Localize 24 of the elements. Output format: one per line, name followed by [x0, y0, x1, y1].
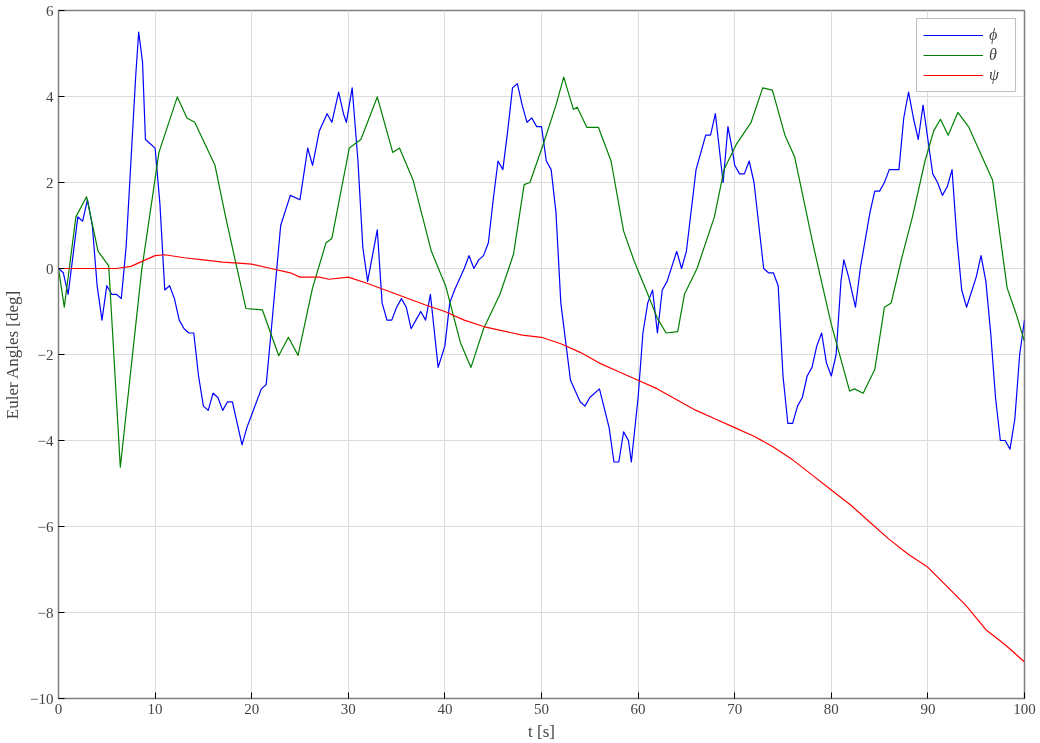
y-axis-title: Euler Angles [deg]: [3, 290, 23, 420]
y-tick-label: −2: [37, 346, 54, 363]
x-tick-label: 90: [920, 700, 936, 717]
x-tick-label: 40: [437, 700, 453, 717]
x-tick-label: 80: [823, 700, 839, 717]
x-tick-label: 30: [340, 700, 356, 717]
x-tick-label: 50: [534, 700, 549, 717]
y-tick-label: 0: [46, 260, 54, 277]
y-tick-label: −8: [37, 604, 54, 621]
y-tick-label: −10: [30, 690, 54, 707]
legend-label: ψ: [989, 66, 1000, 84]
x-tick-label: 60: [630, 700, 646, 717]
x-tick-label: 70: [727, 700, 743, 717]
x-tick-label: 100: [1013, 700, 1036, 717]
x-tick-label: 10: [147, 700, 163, 717]
x-axis-title: t [s]: [528, 721, 555, 741]
y-tick-label: 6: [46, 2, 54, 19]
legend-label: ϕ: [989, 26, 999, 44]
y-tick-label: −4: [37, 432, 54, 449]
x-tick-label: 20: [244, 700, 260, 717]
legend-label: θ: [989, 46, 998, 64]
y-tick-label: −6: [37, 518, 54, 535]
y-tick-label: 2: [46, 174, 54, 191]
y-tick-label: 4: [46, 88, 54, 105]
